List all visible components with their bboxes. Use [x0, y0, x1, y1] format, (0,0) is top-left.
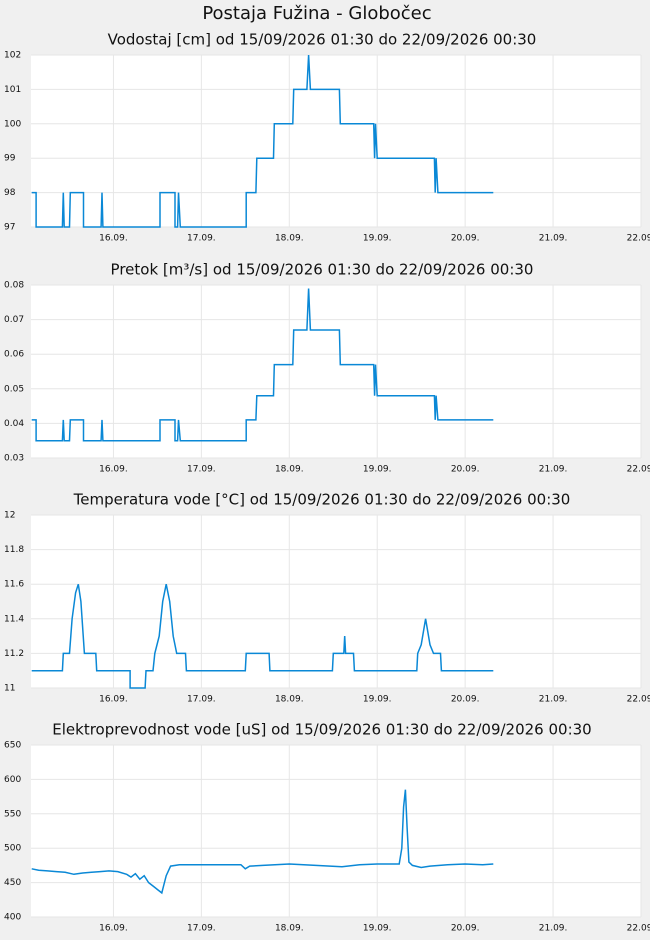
- y-tick-label: 11.8: [4, 545, 24, 555]
- x-tick-label: 19.09.: [363, 695, 392, 705]
- y-tick-label: 400: [4, 913, 21, 923]
- y-tick-label: 650: [4, 741, 21, 751]
- y-tick-label: 0.03: [4, 454, 24, 464]
- y-tick-label: 102: [4, 51, 21, 61]
- page-title: Postaja Fužina - Globočec: [202, 3, 431, 24]
- chart-title: Vodostaj [cm] od 15/09/2026 01:30 do 22/…: [108, 31, 537, 49]
- chart-title: Temperatura vode [°C] od 15/09/2026 01:3…: [73, 491, 571, 509]
- plot-area: [31, 515, 641, 688]
- y-tick-label: 97: [4, 223, 15, 233]
- x-tick-label: 16.09.: [99, 465, 128, 475]
- x-tick-label: 21.09.: [539, 695, 568, 705]
- plot-area: [31, 285, 641, 458]
- chart-title: Pretok [m³/s] od 15/09/2026 01:30 do 22/…: [111, 261, 534, 279]
- data-line: [31, 583, 494, 689]
- y-tick-label: 11.6: [4, 580, 24, 590]
- x-tick-label: 20.09.: [451, 234, 480, 244]
- x-tick-label: 19.09.: [363, 234, 392, 244]
- y-tick-label: 0.08: [4, 281, 24, 291]
- x-tick-label: 18.09.: [275, 695, 304, 705]
- x-tick-label: 22.09.: [627, 465, 650, 475]
- x-tick-label: 21.09.: [539, 924, 568, 934]
- x-tick-label: 22.09.: [627, 924, 650, 934]
- x-tick-label: 19.09.: [363, 465, 392, 475]
- x-tick-label: 18.09.: [275, 465, 304, 475]
- x-tick-label: 21.09.: [539, 465, 568, 475]
- y-tick-label: 98: [4, 188, 16, 198]
- x-tick-label: 16.09.: [99, 234, 128, 244]
- y-tick-label: 0.07: [4, 315, 24, 325]
- y-tick-label: 500: [4, 844, 21, 854]
- data-line: [31, 789, 494, 895]
- y-tick-label: 12: [4, 511, 15, 521]
- x-tick-label: 16.09.: [99, 924, 128, 934]
- x-tick-label: 17.09.: [187, 234, 216, 244]
- y-tick-label: 101: [4, 85, 21, 95]
- y-tick-label: 11: [4, 684, 15, 694]
- y-tick-label: 100: [4, 119, 21, 129]
- y-tick-label: 0.06: [4, 350, 24, 360]
- y-tick-label: 11.2: [4, 649, 24, 659]
- y-tick-label: 600: [4, 775, 21, 785]
- x-tick-label: 17.09.: [187, 924, 216, 934]
- x-tick-label: 22.09.: [627, 695, 650, 705]
- x-tick-label: 18.09.: [275, 924, 304, 934]
- data-line: [31, 288, 494, 442]
- y-tick-label: 99: [4, 154, 16, 164]
- x-tick-label: 20.09.: [451, 924, 480, 934]
- x-tick-label: 21.09.: [539, 234, 568, 244]
- x-tick-label: 18.09.: [275, 234, 304, 244]
- x-tick-label: 22.09.: [627, 234, 650, 244]
- plot-area: [31, 55, 641, 227]
- data-line: [31, 54, 494, 228]
- x-tick-label: 16.09.: [99, 695, 128, 705]
- x-tick-label: 17.09.: [187, 465, 216, 475]
- y-tick-label: 550: [4, 809, 21, 819]
- plot-area: [31, 745, 641, 917]
- x-tick-label: 20.09.: [451, 695, 480, 705]
- chart-title: Elektroprevodnost vode [uS] od 15/09/202…: [52, 721, 591, 739]
- y-tick-label: 0.04: [4, 419, 24, 429]
- x-tick-label: 19.09.: [363, 924, 392, 934]
- x-tick-label: 17.09.: [187, 695, 216, 705]
- y-tick-label: 450: [4, 878, 21, 888]
- y-tick-label: 0.05: [4, 384, 24, 394]
- x-tick-label: 20.09.: [451, 465, 480, 475]
- y-tick-label: 11.4: [4, 614, 24, 624]
